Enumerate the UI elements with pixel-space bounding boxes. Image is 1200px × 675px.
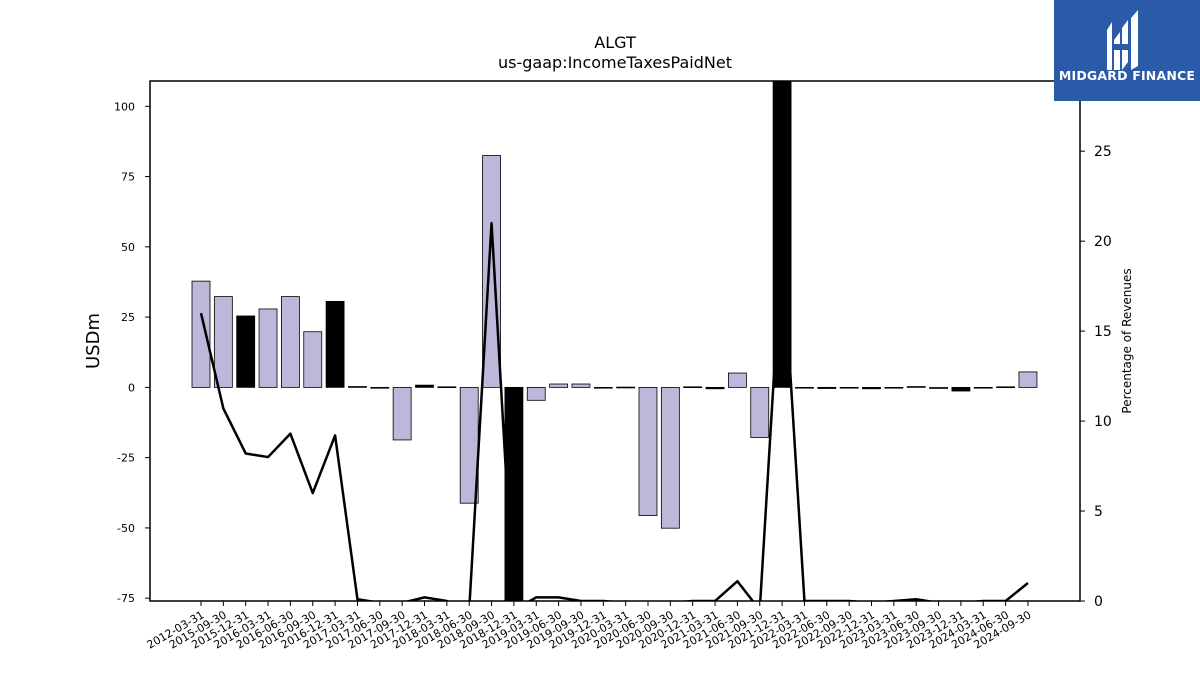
y2-tick-label: 5 [1094, 504, 1103, 520]
bar-2015-09-30 [213, 296, 233, 388]
bar-2018-03-31 [437, 386, 457, 389]
bar-2016-06-30 [280, 296, 300, 388]
bar-2020-12-31 [683, 386, 703, 389]
y-axis-ticks: 100 75 50 25 0 -25 -50 -75 [114, 100, 150, 605]
bar-2016-09-30 [303, 331, 323, 388]
y-tick-label: -25 [117, 452, 135, 465]
bar-2021-09-30 [750, 386, 770, 438]
line-series [199, 221, 1029, 601]
bar-2017-03-31 [348, 386, 367, 388]
y-tick-label: -50 [117, 522, 135, 535]
bar-2021-06-30 [728, 372, 747, 388]
y2-tick-label: 0 [1094, 594, 1103, 610]
y-tick-label: 0 [128, 381, 135, 394]
plot-frame [149, 80, 1081, 602]
bar-2016-03-31 [258, 308, 278, 388]
y-axis-label: USDm [83, 313, 104, 369]
bar-series [191, 81, 1038, 601]
bar-2024-06-30 [996, 386, 1015, 389]
bar-2023-03-31 [884, 386, 904, 389]
bar-2020-09-30 [660, 386, 680, 529]
bar-2015-12-31 [236, 315, 256, 388]
bar-2022-06-30 [817, 386, 837, 389]
bar-2017-12-31 [415, 384, 434, 388]
bar-2016-12-31 [325, 300, 345, 388]
y2-tick-label: 10 [1094, 414, 1112, 430]
bar-2020-03-31 [616, 386, 636, 389]
bar-2023-06-30 [906, 386, 926, 388]
bar-2020-06-30 [638, 386, 658, 516]
bar-2018-09-30 [482, 155, 501, 388]
bar-2024-09-30 [1018, 371, 1038, 388]
bar-2019-03-31 [526, 386, 546, 401]
chart-subtitle: us-gaap:IncomeTaxesPaidNet [498, 53, 732, 72]
bar-2017-09-30 [392, 386, 412, 441]
bar-2022-12-31 [862, 386, 881, 390]
y-tick-label: 100 [114, 100, 135, 113]
revenue-percentage-line [199, 221, 1029, 601]
y2-tick-label: 15 [1094, 324, 1112, 340]
bar-2021-03-31 [705, 386, 725, 390]
logo-mark-icon [1107, 10, 1138, 70]
bar-2012-03-31 [191, 280, 211, 388]
chart-title: ALGT [594, 33, 636, 52]
y2-tick-label: 20 [1094, 234, 1112, 250]
bar-2022-09-30 [839, 386, 859, 389]
y-tick-label: 50 [121, 241, 135, 254]
bar-2023-09-30 [929, 386, 948, 389]
x-axis-ticks: 2012-03-312015-09-302015-12-312016-03-31… [145, 601, 1033, 652]
bar-2019-12-31 [593, 386, 613, 389]
midgard-finance-logo: MIDGARD FINANCE [1054, 0, 1200, 101]
bar-2022-03-31 [795, 386, 814, 389]
y2-axis-ticks: 0 5 10 15 20 25 [1080, 144, 1112, 610]
logo-text: MIDGARD FINANCE [1058, 68, 1196, 83]
y-tick-label: 75 [121, 171, 135, 184]
bar-2019-06-30 [549, 383, 568, 388]
y2-axis-label: Percentage of Revenues [1120, 268, 1134, 413]
bar-2023-12-31 [951, 386, 971, 392]
y2-tick-label: 25 [1094, 144, 1112, 160]
bar-2019-09-30 [571, 383, 591, 388]
y-tick-label: -75 [117, 592, 135, 605]
y-tick-label: 25 [121, 311, 135, 324]
bar-2024-03-31 [973, 386, 993, 389]
bar-2017-06-30 [370, 386, 390, 389]
